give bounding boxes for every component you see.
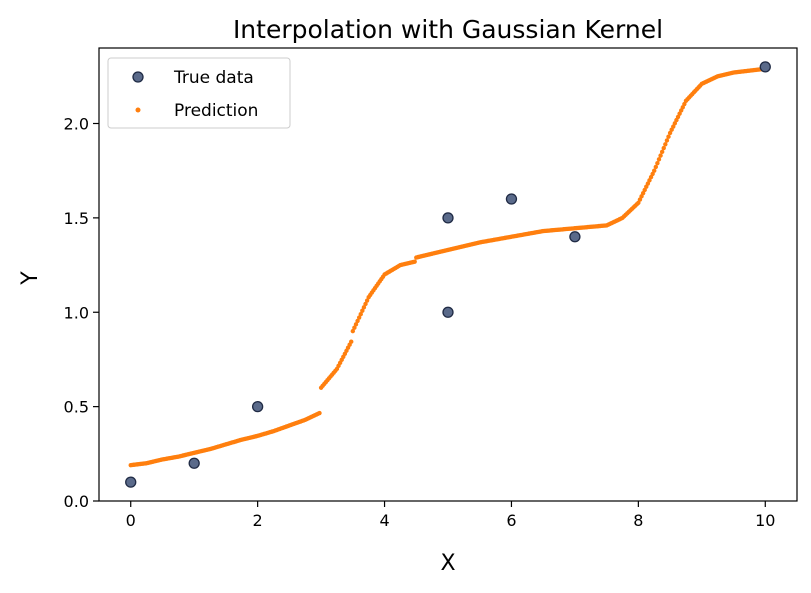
true-data-point <box>442 306 454 318</box>
prediction-point <box>364 298 370 303</box>
prediction-point <box>349 339 354 344</box>
true-data-point <box>505 193 518 205</box>
true-data-point <box>569 231 581 243</box>
y-tick-label: 1.5 <box>64 209 89 228</box>
prediction-point <box>653 164 659 170</box>
prediction-point <box>317 410 322 416</box>
prediction-point <box>412 259 417 264</box>
y-tick-label: 0.5 <box>64 398 89 417</box>
prediction-point <box>350 328 356 334</box>
legend-box <box>107 57 291 129</box>
x-tick-label: 4 <box>379 511 389 530</box>
prediction-point <box>655 160 660 166</box>
prediction-point <box>356 315 362 320</box>
y-axis-label: Y <box>18 271 43 286</box>
legend: True data Prediction <box>107 57 291 129</box>
prediction-point <box>355 318 360 324</box>
x-tick-label: 6 <box>506 511 516 530</box>
true-data-point <box>442 212 454 224</box>
prediction-point <box>666 134 671 139</box>
true-data-point <box>251 400 264 413</box>
prediction-point <box>656 157 662 162</box>
true-data-point <box>759 61 771 73</box>
legend-label-prediction: Prediction <box>174 101 258 121</box>
axes-frame <box>98 47 798 502</box>
x-tick-label: 10 <box>755 511 775 530</box>
plot-area: 0 2 4 6 8 10 0.0 0.5 1.0 1.5 2.0 <box>64 47 798 530</box>
x-tick-label: 2 <box>253 511 263 530</box>
prediction-point <box>360 308 365 313</box>
prediction-point <box>658 153 663 158</box>
prediction-point <box>652 168 657 173</box>
prediction-point <box>663 142 668 147</box>
prediction-point <box>358 311 363 317</box>
prediction-point <box>661 145 666 151</box>
x-tick-label: 8 <box>633 511 643 530</box>
x-tick-label: 0 <box>126 511 136 530</box>
x-axis-label: X <box>440 551 455 576</box>
prediction-point <box>361 305 367 310</box>
true-data-point <box>125 476 137 488</box>
legend-marker-true-data <box>132 71 144 83</box>
legend-marker-prediction <box>135 107 141 113</box>
true-data-point <box>188 457 200 469</box>
y-tick-label: 0.0 <box>64 492 89 511</box>
prediction-point <box>659 149 665 155</box>
prediction-point <box>352 325 357 330</box>
prediction-point <box>353 322 359 327</box>
chart-title: Interpolation with Gaussian Kernel <box>233 15 663 44</box>
y-tick-label: 2.0 <box>64 115 89 134</box>
y-tick-label: 1.0 <box>64 303 89 322</box>
prediction-point <box>664 138 670 143</box>
prediction-point <box>363 301 368 307</box>
legend-label-true-data: True data <box>173 68 254 88</box>
